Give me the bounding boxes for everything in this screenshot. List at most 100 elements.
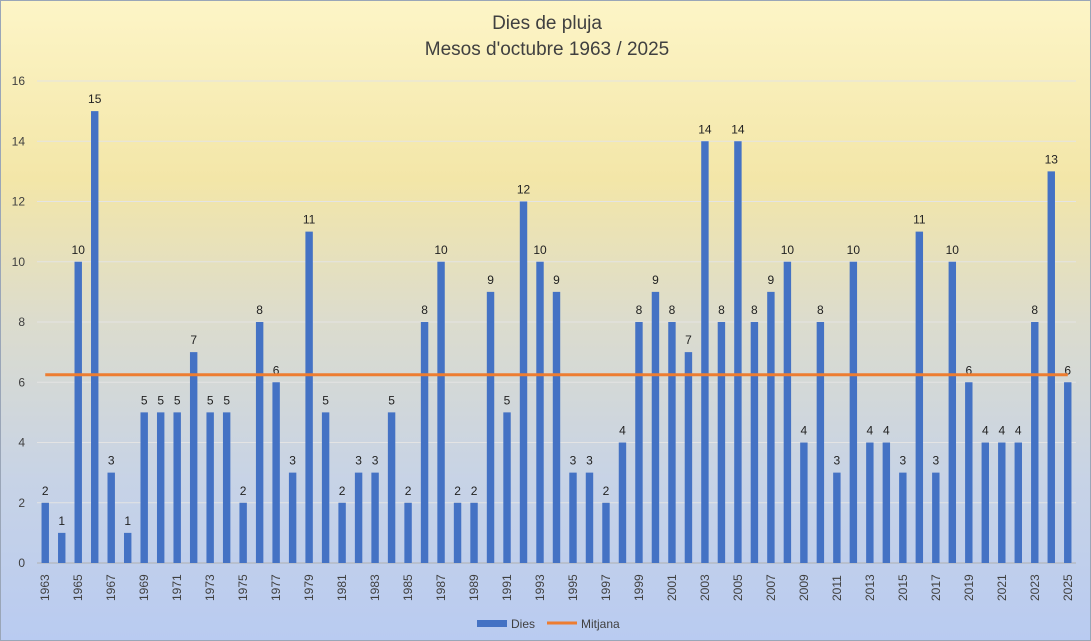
- y-tick-label: 2: [18, 496, 25, 510]
- data-label-1981: 2: [339, 484, 346, 498]
- data-label-2015: 3: [899, 454, 906, 468]
- bar-1972: [189, 352, 198, 563]
- x-tick-label-1981: 1981: [335, 574, 349, 601]
- data-label-2001: 8: [669, 303, 676, 317]
- chart-subtitle: Mesos d'octubre 1963 / 2025: [425, 39, 669, 60]
- data-label-2016: 11: [913, 213, 926, 227]
- y-tick-label: 0: [18, 556, 25, 570]
- y-tick-label: 10: [12, 255, 26, 269]
- x-tick-label-1969: 1969: [137, 574, 151, 601]
- data-label-1972: 7: [190, 333, 197, 347]
- y-tick-label: 14: [12, 134, 26, 148]
- x-tick-label-2021: 2021: [995, 574, 1009, 601]
- bar-1994: [552, 291, 561, 563]
- bar-2003: [701, 141, 709, 563]
- y-tick-label: 16: [12, 74, 26, 88]
- x-tick-label-1973: 1973: [203, 574, 217, 601]
- bar-2012: [849, 261, 858, 563]
- bar-1996: [585, 472, 594, 563]
- bar-1975: [239, 502, 247, 563]
- data-label-2022: 4: [1015, 424, 1022, 438]
- data-label-2009: 4: [801, 424, 808, 438]
- data-label-2011: 3: [834, 454, 841, 468]
- data-label-1994: 9: [553, 273, 560, 287]
- data-label-1979: 11: [303, 213, 316, 227]
- x-tick-label-2009: 2009: [797, 574, 811, 601]
- x-tick-label-2007: 2007: [764, 574, 778, 601]
- bar-2011: [833, 472, 841, 563]
- data-label-1964: 1: [58, 514, 65, 528]
- data-label-1995: 3: [570, 454, 577, 468]
- bar-2019: [965, 382, 973, 563]
- data-label-1984: 5: [388, 393, 395, 407]
- bar-2020: [981, 442, 990, 563]
- x-tick-label-2019: 2019: [962, 574, 976, 601]
- bar-2022: [1014, 442, 1022, 563]
- data-label-2018: 10: [946, 243, 960, 257]
- legend: Dies Mitjana: [477, 617, 620, 631]
- data-label-1997: 2: [603, 484, 610, 498]
- x-tick-label-1977: 1977: [269, 574, 283, 601]
- data-label-2000: 9: [652, 273, 659, 287]
- x-tick-label-2011: 2011: [830, 575, 844, 601]
- x-tick-label-1971: 1971: [170, 574, 184, 601]
- data-label-1975: 2: [240, 484, 247, 498]
- data-label-1968: 1: [124, 514, 131, 528]
- bar-2015: [899, 472, 907, 563]
- x-tick-label-2017: 2017: [929, 574, 943, 601]
- bar-1970: [156, 412, 165, 563]
- x-tick-label-1987: 1987: [434, 574, 448, 601]
- legend-label-mitjana: Mitjana: [581, 617, 620, 631]
- data-label-1992: 12: [517, 183, 531, 197]
- data-label-2007: 9: [768, 273, 775, 287]
- bar-1965: [74, 261, 82, 563]
- bar-2021: [998, 442, 1006, 563]
- data-label-1998: 4: [619, 424, 626, 438]
- bar-1982: [354, 472, 363, 563]
- x-tick-label-1989: 1989: [467, 574, 481, 601]
- data-label-2017: 3: [932, 454, 939, 468]
- x-tick-label-1993: 1993: [533, 574, 547, 601]
- data-label-2005: 14: [731, 122, 745, 136]
- x-tick-label-1965: 1965: [71, 574, 85, 601]
- x-tick-label-1999: 1999: [632, 574, 646, 601]
- x-tick-label-1995: 1995: [566, 574, 580, 601]
- x-tick-label-2013: 2013: [863, 574, 877, 601]
- bar-2001: [668, 322, 676, 563]
- data-label-1974: 5: [223, 393, 230, 407]
- data-label-1973: 5: [207, 393, 214, 407]
- data-label-2020: 4: [982, 424, 989, 438]
- x-tick-label-1963: 1963: [38, 574, 52, 601]
- data-label-1978: 3: [289, 454, 296, 468]
- data-label-1970: 5: [157, 393, 164, 407]
- bar-2025: [1064, 382, 1072, 563]
- x-tick-label-2003: 2003: [698, 574, 712, 601]
- bar-1987: [437, 261, 445, 563]
- x-tick-label-1967: 1967: [104, 574, 118, 601]
- data-label-2013: 4: [867, 424, 874, 438]
- data-label-1977: 6: [273, 363, 280, 377]
- data-label-1990: 9: [487, 273, 494, 287]
- bar-1969: [140, 412, 148, 563]
- bar-2017: [932, 472, 940, 563]
- bar-1986: [420, 322, 429, 563]
- x-tick-label-2023: 2023: [1028, 574, 1042, 601]
- bar-2023: [1031, 322, 1039, 563]
- data-label-2003: 14: [698, 122, 712, 136]
- data-label-1976: 8: [256, 303, 263, 317]
- data-label-1982: 3: [355, 454, 362, 468]
- bar-1974: [222, 412, 231, 563]
- bar-2005: [734, 141, 742, 563]
- bar-2016: [915, 231, 924, 563]
- data-label-1987: 10: [434, 243, 448, 257]
- data-label-1989: 2: [471, 484, 478, 498]
- bar-2013: [866, 442, 874, 563]
- data-label-1963: 2: [42, 484, 49, 498]
- data-label-1993: 10: [533, 243, 547, 257]
- data-label-2006: 8: [751, 303, 758, 317]
- x-axis-ticks: 1963 1965 1967 1969 1971 1973 1975 1977 1979 1981…: [38, 574, 1075, 601]
- x-tick-label-2025: 2025: [1061, 574, 1075, 601]
- data-label-1999: 8: [636, 303, 643, 317]
